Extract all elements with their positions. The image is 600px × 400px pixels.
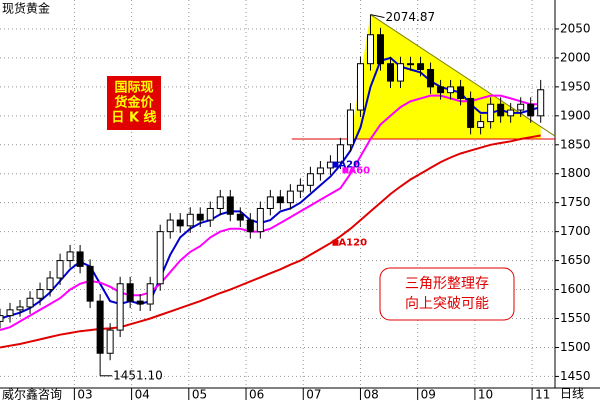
box-text: 日 K 线 <box>111 110 156 126</box>
note-text: 向上突破可能 <box>405 296 489 312</box>
candle-body <box>256 207 264 233</box>
candle-body <box>236 213 244 221</box>
candle-body <box>336 144 344 163</box>
candle-body <box>467 97 475 128</box>
x-tick-label: 07 <box>306 388 321 400</box>
candle-body <box>56 260 64 279</box>
candle-body <box>106 329 114 354</box>
candle-body <box>306 173 314 186</box>
candle-body <box>356 63 364 111</box>
y-tick-label: 1800 <box>560 166 591 180</box>
x-tick-label: 06 <box>249 388 264 400</box>
candle-body <box>196 213 204 221</box>
candle-body <box>407 63 415 66</box>
candle-body <box>26 297 34 308</box>
candle-body <box>246 219 254 233</box>
y-tick-label: 1900 <box>560 108 591 122</box>
candle-body <box>537 89 545 117</box>
candle-body <box>427 68 435 88</box>
candle-body <box>0 315 4 322</box>
candle-body <box>276 196 284 204</box>
candle-body <box>176 219 184 227</box>
y-tick-label: 1950 <box>560 79 591 93</box>
candle-body <box>316 167 324 175</box>
candle-body <box>36 289 44 299</box>
x-tick-label: 08 <box>363 388 378 400</box>
candle-body <box>296 184 304 192</box>
candle-body <box>266 196 274 209</box>
candle-body <box>447 86 455 94</box>
candle-body <box>487 103 495 123</box>
candle-body <box>136 300 144 305</box>
resistance-line <box>370 14 556 137</box>
candle-body <box>497 103 505 117</box>
candle-body <box>507 109 515 117</box>
x-tick-label: 05 <box>192 388 207 400</box>
candle-body <box>66 251 74 262</box>
low-label: 1451.10 <box>113 368 163 382</box>
candle-body <box>517 103 525 111</box>
y-tick-label: 1550 <box>560 311 591 325</box>
box-text: 货金价 <box>114 95 154 111</box>
y-tick-label: 2050 <box>560 21 591 35</box>
x-tick-label: 10 <box>478 388 493 400</box>
legend-swatch <box>332 161 339 168</box>
y-tick-label: 1850 <box>560 137 591 151</box>
x-tick-label: 11 <box>535 388 550 400</box>
candle-body <box>437 86 445 94</box>
candle-body <box>126 283 134 302</box>
candle-body <box>417 63 425 70</box>
y-tick-label: 1750 <box>560 195 591 209</box>
candle-body <box>397 63 405 82</box>
legend-label: A120 <box>338 238 367 249</box>
box-text: 国际现 <box>114 81 153 96</box>
candle-body <box>116 283 124 331</box>
candle-body <box>477 121 485 128</box>
note-box <box>379 267 515 321</box>
high-pointer <box>370 14 385 19</box>
candle-body <box>86 265 94 302</box>
candle-body <box>376 34 384 65</box>
candle-body <box>527 103 535 117</box>
candle-body <box>16 306 24 311</box>
candle-body <box>387 63 395 82</box>
candle-body <box>46 277 54 291</box>
candle-body <box>186 213 194 227</box>
candle-body <box>6 309 14 317</box>
candle-body <box>457 86 465 99</box>
candle-body <box>76 251 84 267</box>
y-tick-label: 2000 <box>560 50 591 64</box>
source-label: 威尔鑫咨询 <box>2 387 62 400</box>
legend-label: A60 <box>348 165 370 176</box>
y-tick-label: 1650 <box>560 253 591 267</box>
ma-line <box>0 134 541 349</box>
candle-body <box>206 207 214 221</box>
candle-body <box>346 109 354 146</box>
label-box <box>107 76 161 130</box>
candle-body <box>146 283 154 305</box>
candle-body <box>286 190 294 204</box>
high-label: 2074.87 <box>385 10 435 24</box>
y-tick-label: 1450 <box>560 369 591 383</box>
y-tick-label: 1600 <box>560 282 591 296</box>
y-tick-label: 1700 <box>560 224 591 238</box>
chart-title: 现货黄金 <box>2 1 50 16</box>
x-tick-label: 04 <box>135 388 150 400</box>
candle-body <box>156 231 164 285</box>
candle-body <box>226 196 234 215</box>
x-tick-label: 03 <box>77 388 92 400</box>
note-text: 三角形整理存 <box>405 276 489 292</box>
period-label: 日线 <box>560 387 584 400</box>
y-tick-label: 1500 <box>560 340 591 354</box>
candle-body <box>366 34 374 65</box>
legend-label: A20 <box>338 160 360 171</box>
candle-body <box>166 219 174 233</box>
candle-body <box>216 196 224 209</box>
x-tick-label: 09 <box>421 388 436 400</box>
legend-swatch <box>342 167 349 174</box>
candle-body <box>96 300 104 354</box>
legend-swatch <box>332 239 339 246</box>
